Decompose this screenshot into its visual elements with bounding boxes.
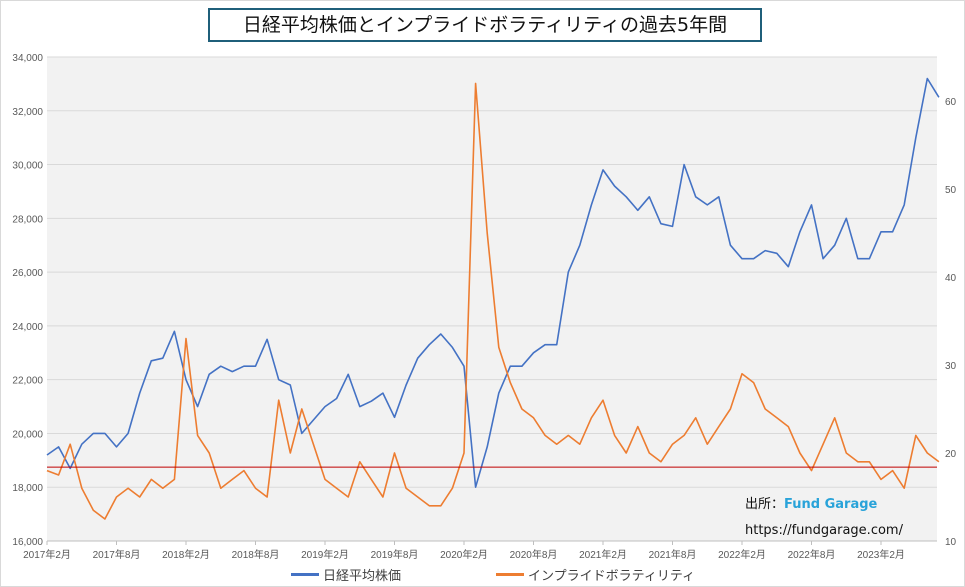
x-tick-label: 2018年2月 xyxy=(162,548,210,561)
x-tick-label: 2022年2月 xyxy=(718,548,766,561)
right-tick-label: 50 xyxy=(945,185,957,196)
left-tick-label: 18,000 xyxy=(12,483,43,494)
right-tick-label: 10 xyxy=(945,537,957,548)
x-tick-label: 2019年2月 xyxy=(301,548,349,561)
legend-item-iv: インプライドボラティリティ xyxy=(496,565,695,584)
right-tick-label: 20 xyxy=(945,449,957,460)
legend-label: インプライドボラティリティ xyxy=(528,569,696,584)
legend-item-nikkei: 日経平均株価 xyxy=(291,565,401,584)
legend-swatch xyxy=(291,573,319,576)
left-tick-label: 20,000 xyxy=(12,429,43,440)
series-line-1 xyxy=(46,82,940,520)
right-tick-label: 40 xyxy=(945,273,957,284)
left-tick-label: 26,000 xyxy=(12,268,43,279)
legend-swatch xyxy=(496,573,524,576)
left-tick-label: 32,000 xyxy=(12,107,43,118)
left-tick-label: 30,000 xyxy=(12,161,43,172)
legend-label: 日経平均株価 xyxy=(323,569,402,584)
x-tick-label: 2017年2月 xyxy=(23,548,71,561)
x-tick-label: 2021年2月 xyxy=(579,548,627,561)
left-tick-label: 24,000 xyxy=(12,322,43,333)
plot-area xyxy=(47,57,937,541)
x-tick-label: 2020年8月 xyxy=(510,548,558,561)
right-tick-label: 30 xyxy=(945,361,957,372)
left-tick-label: 34,000 xyxy=(12,53,43,64)
right-tick-label: 60 xyxy=(945,97,957,108)
x-tick-label: 2021年8月 xyxy=(649,548,697,561)
series-line-0 xyxy=(46,77,940,489)
left-tick-label: 28,000 xyxy=(12,214,43,225)
left-tick-label: 16,000 xyxy=(12,537,43,548)
x-tick-label: 2019年8月 xyxy=(371,548,419,561)
source-label: 出所： xyxy=(745,497,785,512)
x-tick-label: 2018年8月 xyxy=(232,548,280,561)
source-note: 出所：Fund Garage https://fundgarage.com/ xyxy=(745,492,903,544)
left-tick-label: 22,000 xyxy=(12,376,43,387)
x-tick-label: 2017年8月 xyxy=(93,548,141,561)
x-tick-label: 2022年8月 xyxy=(788,548,836,561)
x-tick-label: 2020年2月 xyxy=(440,548,488,561)
chart-title: 日経平均株価とインプライドボラティリティの過去5年間 xyxy=(208,8,762,42)
source-url: https://fundgarage.com/ xyxy=(745,523,903,538)
source-brand: Fund Garage xyxy=(784,497,878,512)
x-tick-label: 2023年2月 xyxy=(857,548,905,561)
